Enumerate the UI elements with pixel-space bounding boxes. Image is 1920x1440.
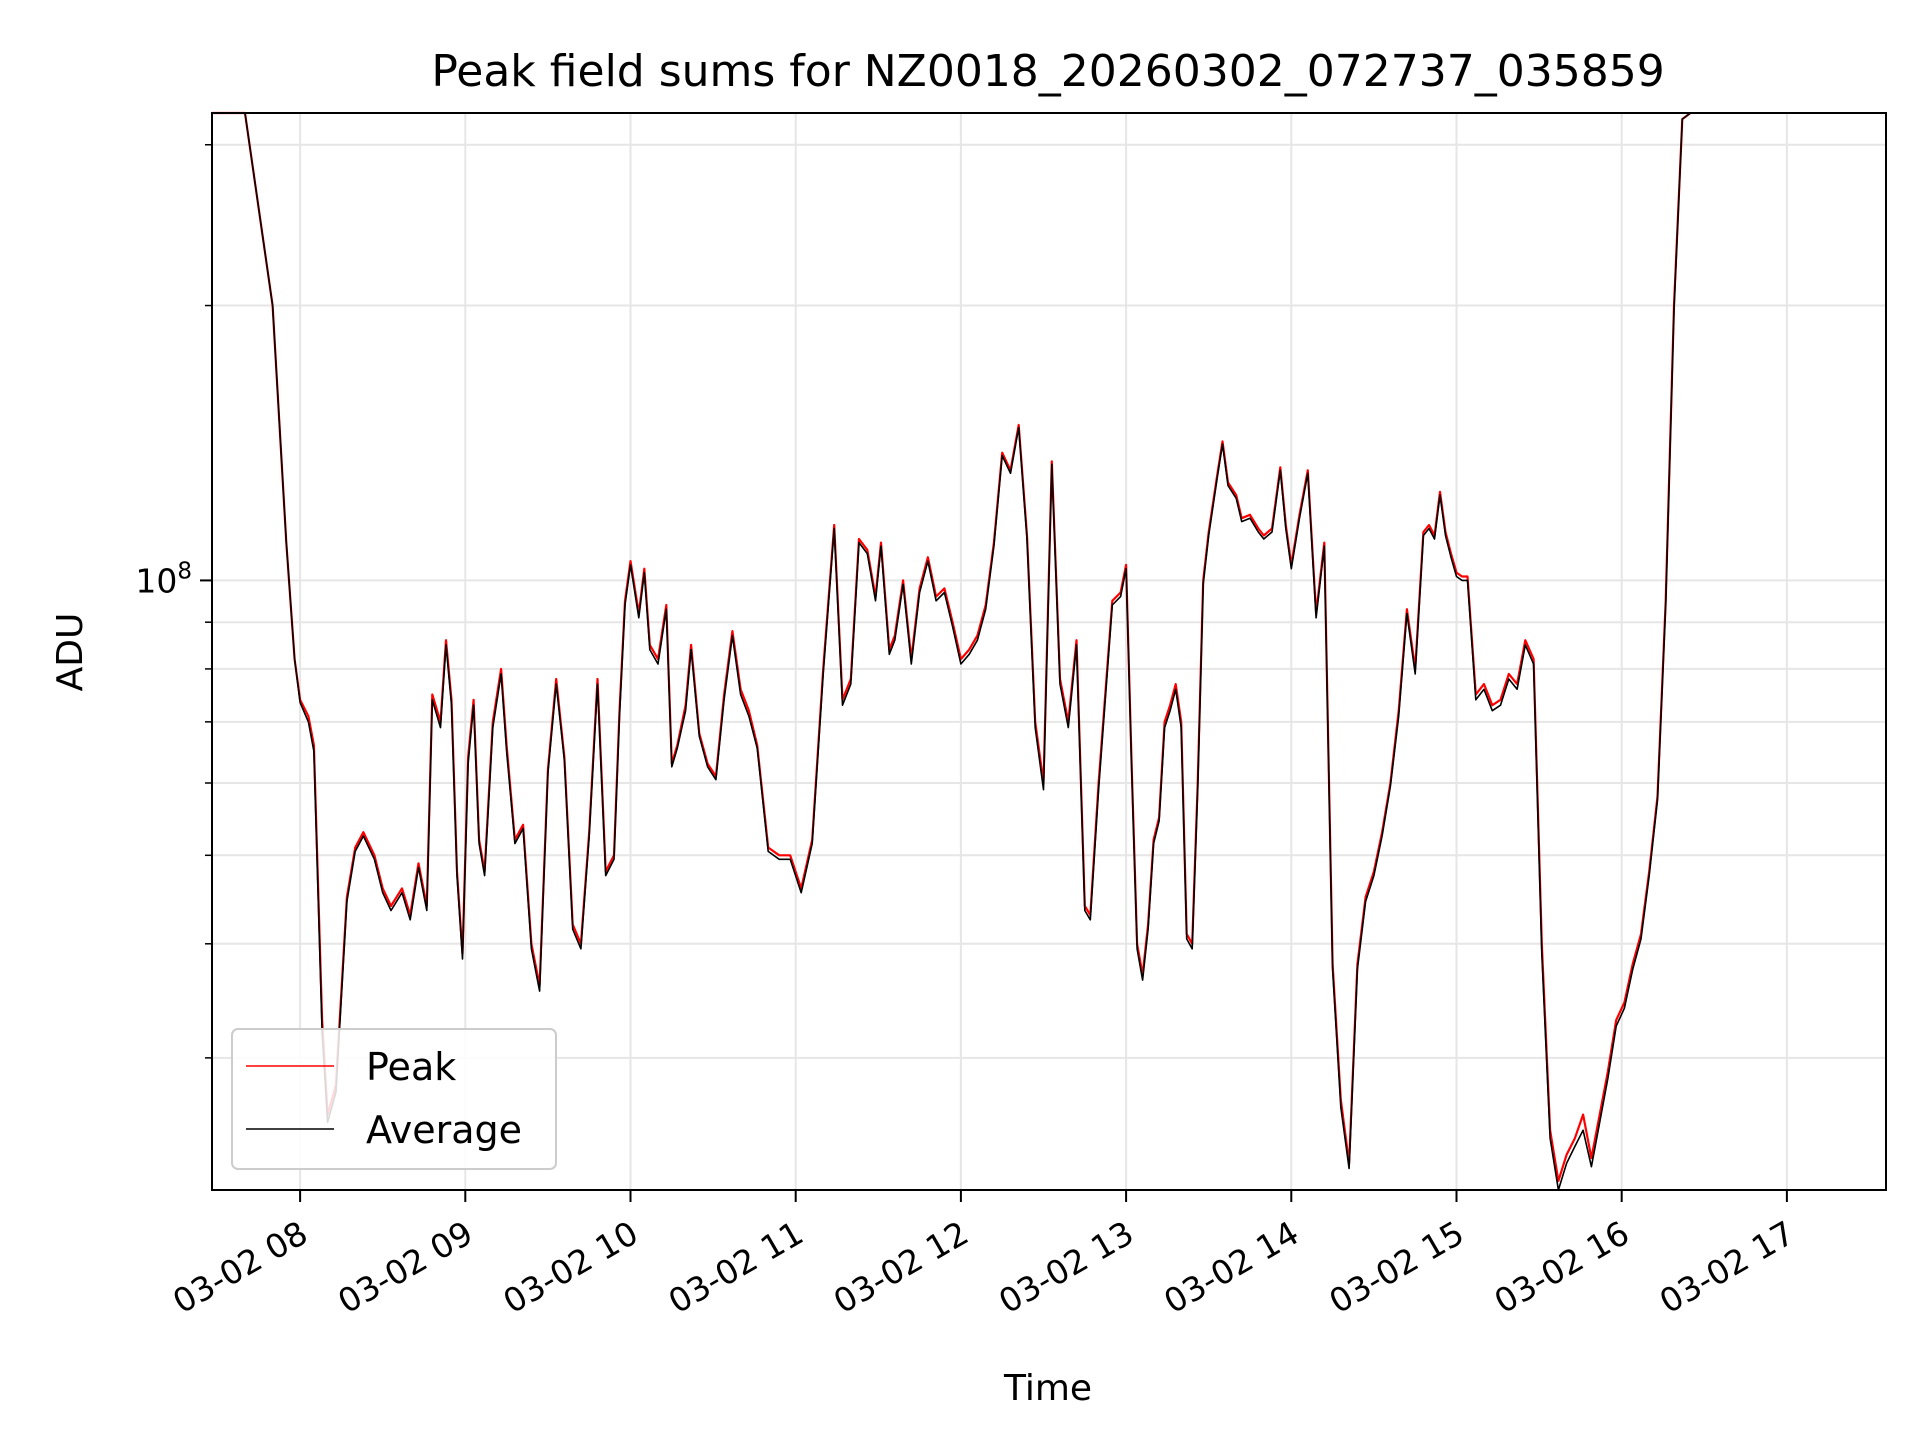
- series-lines: [212, 111, 1692, 1191]
- x-tick-label: 03-02 10: [497, 1213, 645, 1321]
- y-axis-label: ADU: [50, 613, 91, 692]
- y-tick-label: 108: [135, 558, 192, 600]
- legend-label-peak: Peak: [366, 1045, 456, 1089]
- x-tick-label: 03-02 08: [166, 1213, 314, 1321]
- legend-label-average: Average: [366, 1108, 522, 1152]
- x-tick-label: 03-02 14: [1157, 1213, 1305, 1321]
- x-tick-label: 03-02 17: [1653, 1213, 1801, 1321]
- x-axis-ticks: 03-02 08 03-02 09 03-02 10 03-02 11 03-02 12…: [166, 1190, 1801, 1321]
- x-axis-label: Time: [1003, 1368, 1092, 1409]
- series-line-average: [212, 112, 1691, 1191]
- y-axis-ticks: 108: [135, 143, 212, 1059]
- legend-box: [231, 1028, 557, 1170]
- x-tick-label: 03-02 16: [1488, 1213, 1636, 1321]
- x-tick-label: 03-02 09: [331, 1213, 479, 1321]
- x-tick-label: 03-02 13: [992, 1213, 1140, 1321]
- chart-title: Peak field sums for NZ0018_20260302_0727…: [431, 46, 1664, 97]
- x-tick-label: 03-02 12: [827, 1213, 975, 1321]
- plot-frame: [211, 112, 1887, 1191]
- x-tick-label: 03-02 15: [1322, 1213, 1470, 1321]
- legend: Peak Average: [231, 1028, 557, 1170]
- series-line-peak: [212, 111, 1692, 1183]
- x-tick-label: 03-02 11: [662, 1213, 810, 1321]
